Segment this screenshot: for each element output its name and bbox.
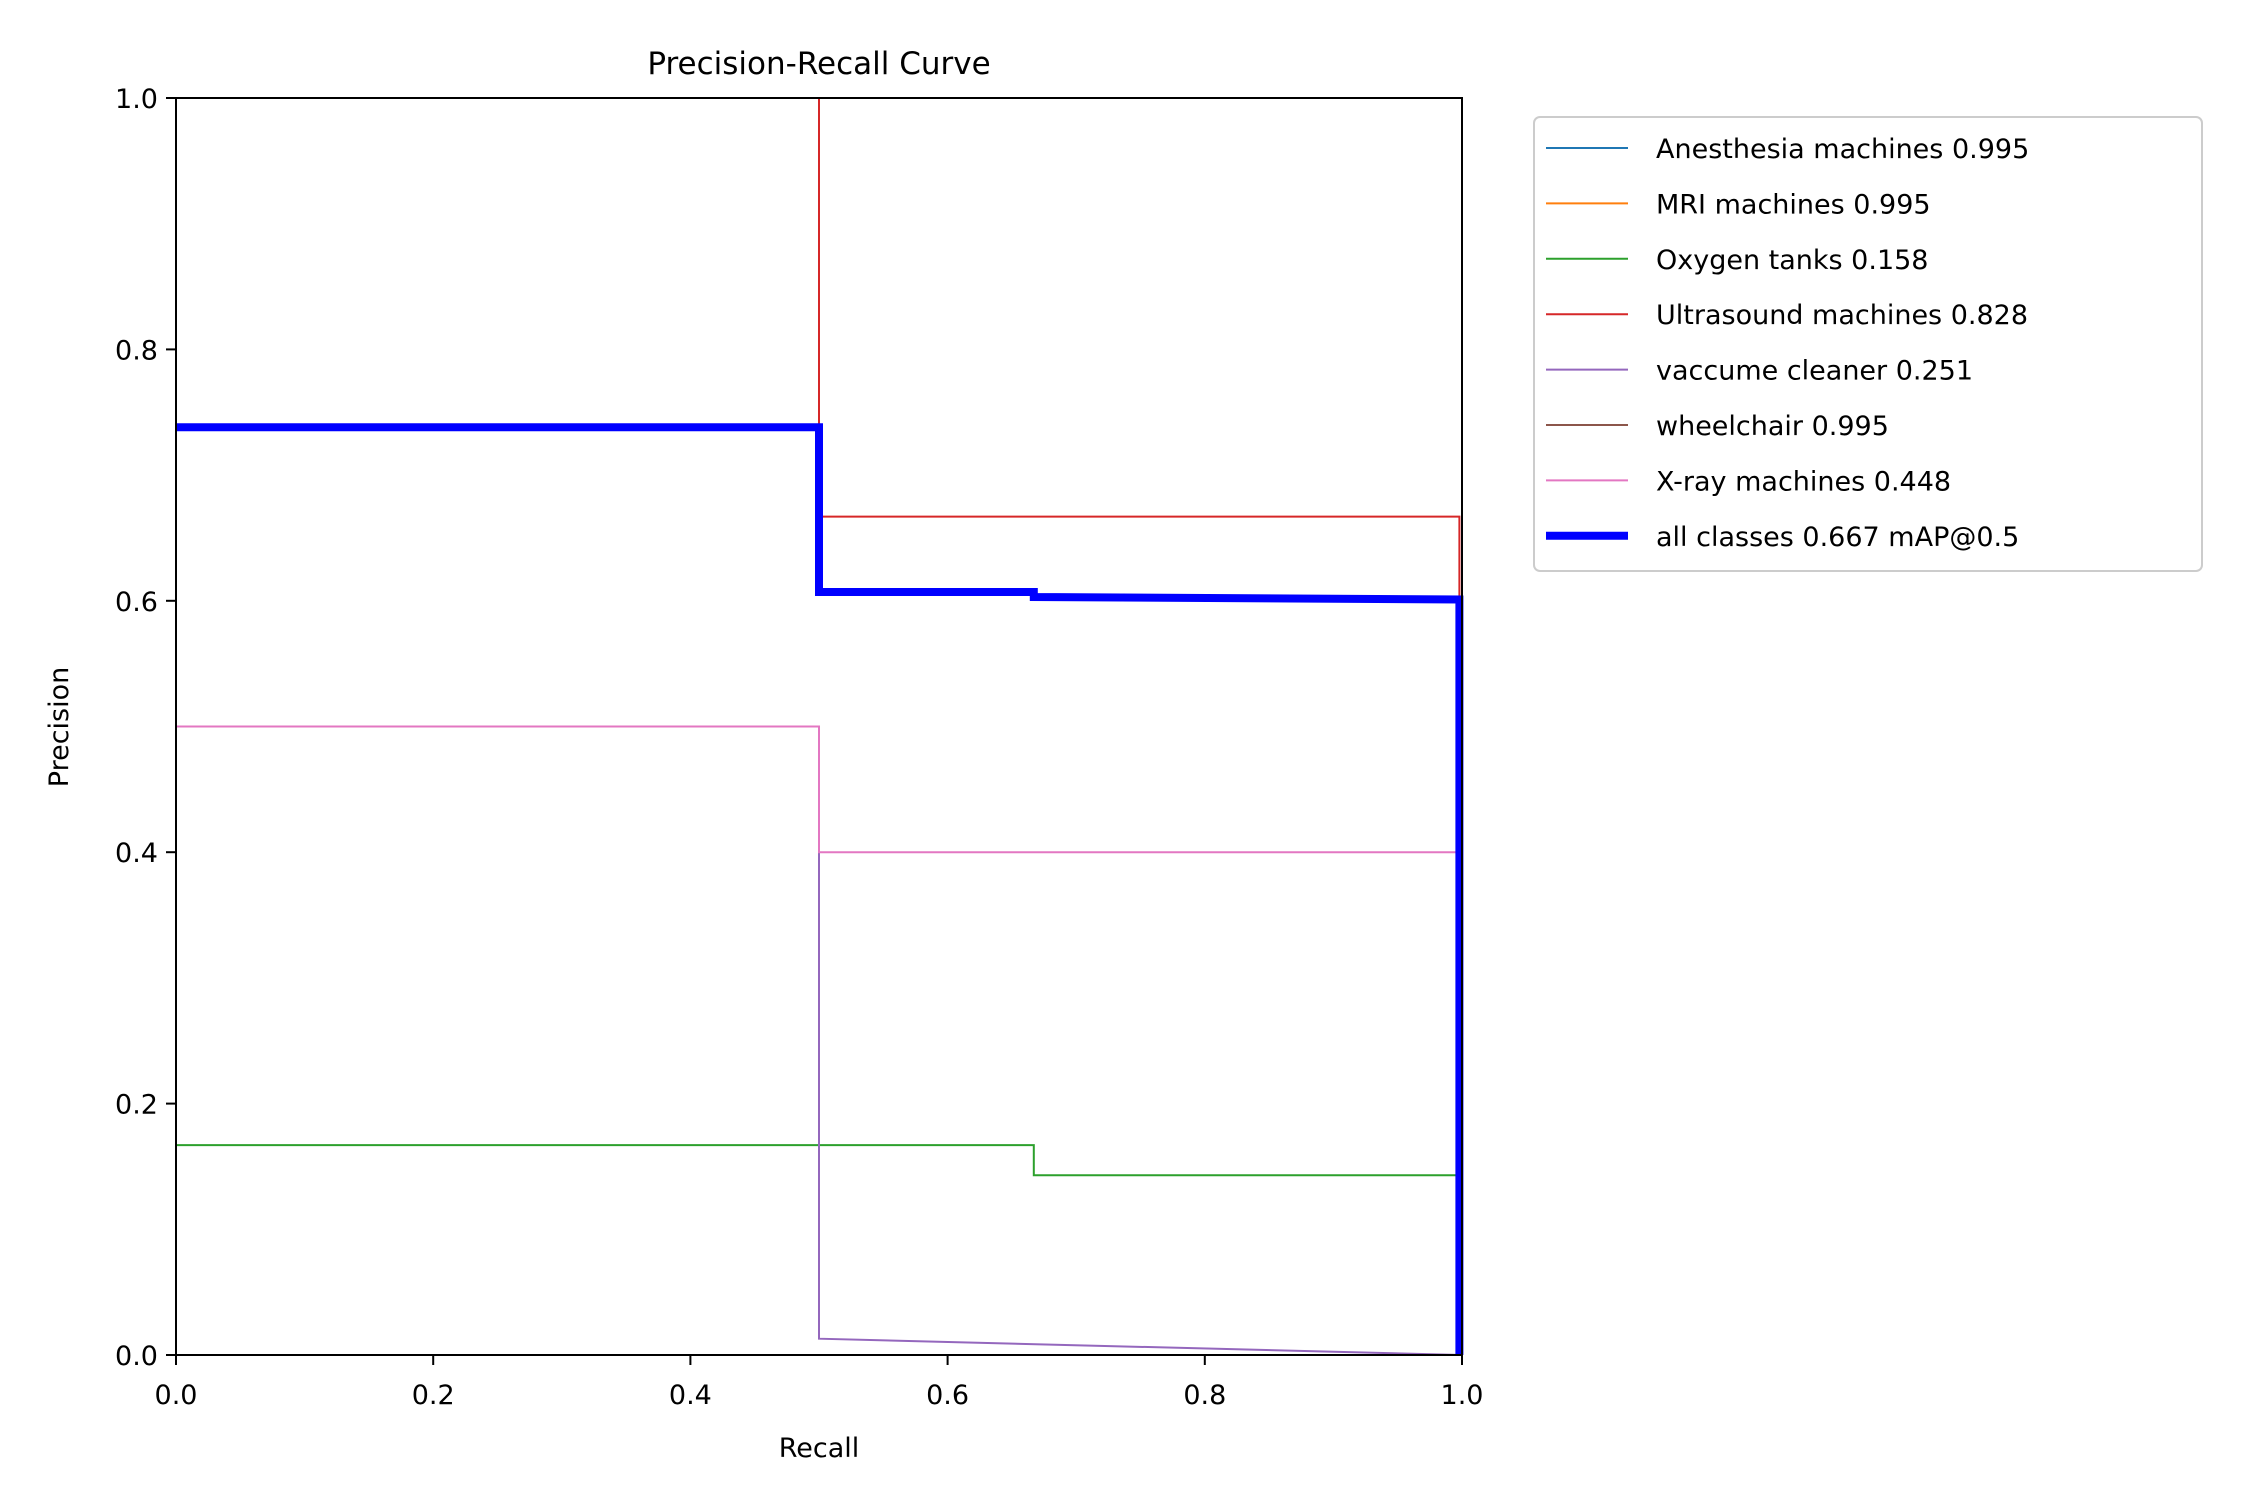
legend-box (1533, 116, 2203, 572)
x-tick-label: 0.8 (1183, 1380, 1226, 1411)
legend-label: all classes 0.667 mAP@0.5 (1656, 522, 2019, 553)
x-axis: 0.0 0.2 0.4 0.6 0.8 1.0 (155, 1355, 1484, 1411)
y-tick-label: 0.6 (115, 587, 158, 618)
y-tick-label: 0.8 (115, 335, 158, 366)
legend-label: wheelchair 0.995 (1656, 411, 1889, 442)
legend: Anesthesia machines 0.995 MRI machines 0.… (1533, 116, 2203, 572)
chart-title: Precision-Recall Curve (647, 46, 990, 82)
plot-frame (175, 97, 1463, 1356)
legend-label: Ultrasound machines 0.828 (1656, 300, 2028, 331)
x-tick-label: 0.4 (669, 1380, 712, 1411)
x-axis-label: Recall (779, 1433, 860, 1464)
y-tick-label: 0.2 (115, 1090, 158, 1121)
legend-label: Anesthesia machines 0.995 (1656, 134, 2029, 165)
y-axis-label: Precision (44, 667, 75, 787)
y-axis: 0.0 0.2 0.4 0.6 0.8 1.0 (115, 84, 176, 1372)
legend-label: X-ray machines 0.448 (1656, 466, 1951, 497)
legend-label: Oxygen tanks 0.158 (1656, 245, 1928, 276)
x-tick-label: 0.2 (412, 1380, 455, 1411)
y-tick-label: 0.4 (115, 838, 158, 869)
legend-label: MRI machines 0.995 (1656, 189, 1931, 220)
y-tick-label: 0.0 (115, 1341, 158, 1372)
series-line-4 (818, 852, 1463, 1356)
x-tick-label: 0.0 (155, 1380, 198, 1411)
x-tick-label: 0.6 (926, 1380, 969, 1411)
y-tick-label: 1.0 (115, 84, 158, 115)
legend-label: vaccume cleaner 0.251 (1656, 356, 1973, 387)
series-line-7 (176, 423, 1464, 1355)
x-tick-label: 1.0 (1441, 1380, 1484, 1411)
